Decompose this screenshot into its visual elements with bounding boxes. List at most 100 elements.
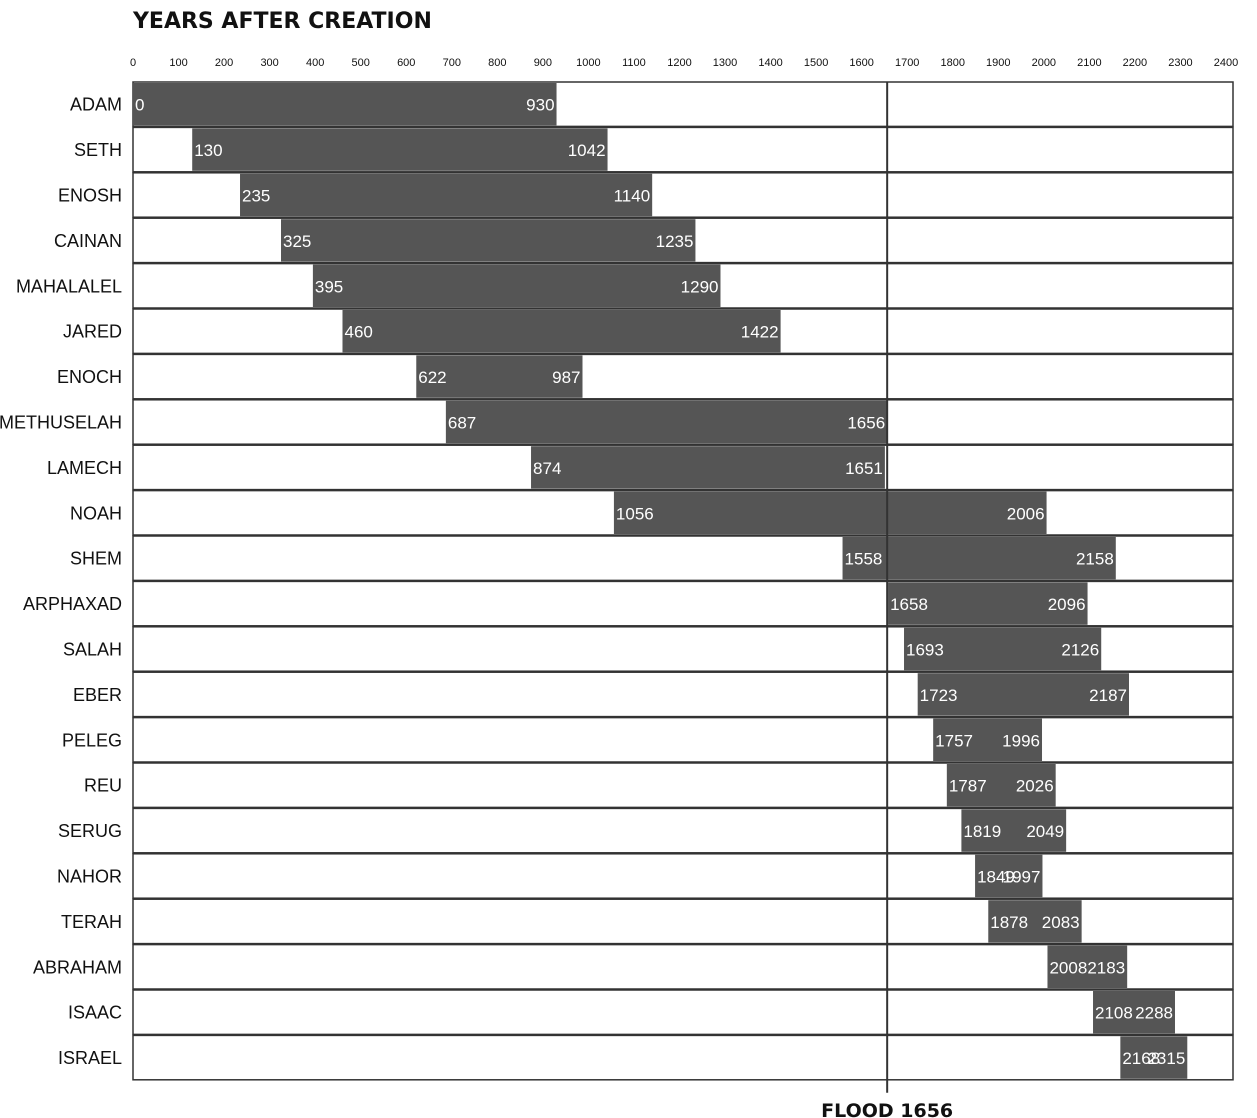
- start-year-label: 622: [418, 368, 446, 387]
- row-adam: ADAM 0 930: [70, 81, 1234, 128]
- flood-label: FLOOD 1656: [821, 1100, 953, 1118]
- end-year-label: 2183: [1087, 958, 1125, 977]
- lifespan-bar: [531, 446, 885, 489]
- person-name: ADAM: [70, 95, 122, 115]
- end-year-label: 2026: [1016, 777, 1054, 796]
- start-year-label: 874: [533, 459, 561, 478]
- end-year-label: 2096: [1048, 595, 1086, 614]
- x-tick-label: 1700: [895, 57, 919, 69]
- start-year-label: 1723: [920, 686, 958, 705]
- row-frame: [132, 807, 1234, 854]
- person-name: SALAH: [63, 640, 122, 660]
- start-year-label: 687: [448, 414, 476, 433]
- end-year-label: 987: [552, 368, 580, 387]
- x-tick-label: 1200: [667, 57, 691, 69]
- row-salah: SALAH 1693 2126: [63, 626, 1234, 672]
- end-year-label: 2049: [1026, 822, 1064, 841]
- row-shem: SHEM 1558 2158: [70, 535, 1234, 582]
- row-serug: SERUG 1819 2049: [58, 807, 1234, 854]
- person-name: REU: [84, 776, 122, 796]
- end-year-label: 2158: [1076, 550, 1114, 569]
- x-tick-label: 800: [488, 57, 506, 69]
- end-year-label: 1140: [614, 187, 651, 206]
- lifespan-bar: [240, 173, 653, 217]
- x-tick-label: 2300: [1168, 57, 1192, 69]
- row-methuselah: METHUSELAH 687 1656: [0, 399, 1234, 445]
- person-name: SETH: [74, 140, 122, 160]
- end-year-label: 2006: [1007, 504, 1045, 523]
- start-year-label: 2108: [1095, 1004, 1133, 1023]
- x-tick-label: 2400: [1214, 57, 1238, 69]
- start-year-label: 1819: [963, 822, 1001, 841]
- chart-title: YEARS AFTER CREATION: [132, 9, 432, 34]
- x-tick-label: 2100: [1077, 57, 1101, 69]
- person-name: TERAH: [61, 912, 122, 932]
- end-year-label: 1651: [845, 459, 883, 478]
- start-year-label: 325: [283, 232, 311, 251]
- x-tick-label: 1500: [804, 57, 828, 69]
- row-frame: [132, 353, 1234, 400]
- flood-marker: FLOOD 1656: [821, 82, 953, 1118]
- lifespan-bar: [946, 764, 1056, 807]
- x-tick-label: 200: [215, 57, 233, 69]
- end-year-label: 1656: [847, 414, 885, 433]
- lifespan-bar: [961, 809, 1067, 852]
- start-year-label: 235: [242, 187, 270, 206]
- row-frame: [132, 716, 1234, 763]
- lifespan-bar: [342, 310, 781, 353]
- person-name: MAHALALEL: [16, 276, 122, 296]
- row-arphaxad: ARPHAXAD 1658 2096: [23, 580, 1234, 627]
- lifespan-bar: [988, 900, 1082, 943]
- lifespan-bar: [312, 264, 721, 307]
- row-seth: SETH 130 1042: [74, 126, 1234, 173]
- row-eber: EBER 1723 2187: [73, 671, 1234, 718]
- end-year-label: 2288: [1135, 1004, 1173, 1023]
- start-year-label: 1878: [990, 913, 1028, 932]
- lifespan-bar: [192, 128, 608, 171]
- row-abraham: ABRAHAM 2008 2183: [33, 943, 1234, 990]
- person-name: SERUG: [58, 821, 122, 841]
- x-axis-ticks: 0 100 200 300 400 500 600 700 800 900 1000 1100 1200…: [130, 57, 1238, 69]
- start-year-label: 2168: [1122, 1049, 1160, 1068]
- lifespan-bar: [1093, 991, 1175, 1034]
- end-year-label: 1290: [681, 277, 719, 296]
- x-tick-label: 400: [306, 57, 324, 69]
- x-tick-label: 900: [534, 57, 552, 69]
- row-frame: [132, 989, 1234, 1036]
- start-year-label: 1658: [890, 595, 928, 614]
- person-name: NOAH: [70, 503, 122, 523]
- x-tick-label: 1600: [849, 57, 873, 69]
- x-tick-label: 500: [352, 57, 370, 69]
- person-name: SHEM: [70, 549, 122, 569]
- rows: ADAM 0 930 SETH 130 1042 ENOSH 235 1140 CAINAN 325…: [0, 81, 1234, 1081]
- person-name: EBER: [73, 685, 122, 705]
- person-name: CAINAN: [54, 231, 122, 251]
- start-year-label: 1849: [977, 868, 1015, 887]
- start-year-label: 1558: [845, 550, 883, 569]
- x-tick-label: 600: [397, 57, 415, 69]
- end-year-label: 930: [526, 96, 554, 115]
- person-name: ARPHAXAD: [23, 594, 122, 614]
- lifespan-bar: [888, 582, 1088, 625]
- start-year-label: 1757: [935, 731, 973, 750]
- lifespan-bar: [904, 627, 1102, 671]
- start-year-label: 130: [194, 141, 222, 160]
- start-year-label: 0: [135, 96, 144, 115]
- row-isaac: ISAAC 2108 2288: [68, 989, 1234, 1036]
- x-tick-label: 0: [130, 57, 136, 69]
- row-frame: [132, 762, 1234, 809]
- x-tick-label: 1300: [713, 57, 737, 69]
- start-year-label: 1056: [616, 504, 654, 523]
- person-name: NAHOR: [57, 867, 122, 887]
- start-year-label: 1693: [906, 641, 944, 660]
- x-tick-label: 100: [169, 57, 187, 69]
- end-year-label: 1235: [656, 232, 694, 251]
- end-year-label: 2315: [1147, 1049, 1185, 1068]
- lifespan-bar: [281, 219, 696, 262]
- person-name: METHUSELAH: [0, 413, 122, 433]
- end-year-label: 1042: [568, 141, 606, 160]
- lifespan-bar: [613, 491, 1047, 534]
- start-year-label: 2008: [1049, 958, 1087, 977]
